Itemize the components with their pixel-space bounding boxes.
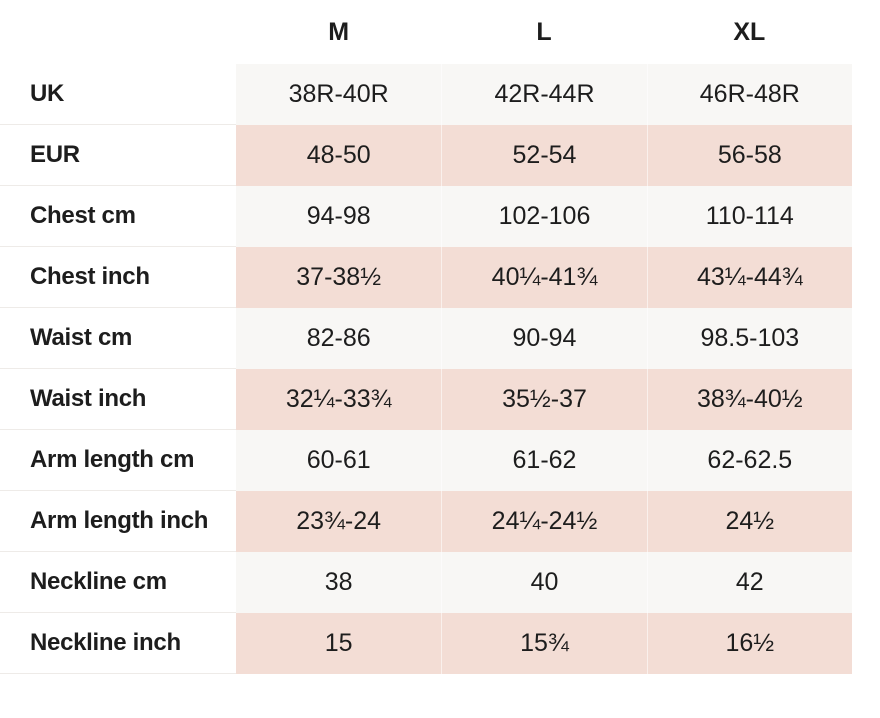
- size-value-xl: 24½: [646, 491, 852, 552]
- column-header-xl: XL: [646, 0, 852, 64]
- row-label: Arm length inch: [0, 491, 236, 552]
- row-label: Chest inch: [0, 247, 236, 308]
- size-value-m: 60-61: [236, 430, 442, 491]
- row-label: Arm length cm: [0, 430, 236, 491]
- header-corner-cell: [0, 0, 236, 64]
- row-label: UK: [0, 64, 236, 125]
- row-label: Neckline cm: [0, 552, 236, 613]
- size-value-xl: 42: [646, 552, 852, 613]
- size-chart-table: M L XL UK 38R-40R 42R-44R 46R-48R EUR 48…: [0, 0, 852, 674]
- size-value-l: 40: [441, 552, 647, 613]
- row-label: Neckline inch: [0, 613, 236, 674]
- size-value-l: 40¼-41¾: [441, 247, 647, 308]
- row-label: Waist inch: [0, 369, 236, 430]
- table-row-waist-inch: Waist inch 32¼-33¾ 35½-37 38¾-40½: [0, 369, 852, 430]
- size-value-l: 42R-44R: [441, 64, 647, 125]
- size-value-xl: 16½: [646, 613, 852, 674]
- table-row-arm-length-inch: Arm length inch 23¾-24 24¼-24½ 24½: [0, 491, 852, 552]
- size-value-xl: 110-114: [646, 186, 852, 247]
- size-value-xl: 56-58: [646, 125, 852, 186]
- size-value-m: 37-38½: [236, 247, 442, 308]
- size-value-m: 82-86: [236, 308, 442, 369]
- size-value-xl: 38¾-40½: [646, 369, 852, 430]
- size-value-m: 38: [236, 552, 442, 613]
- size-value-l: 52-54: [441, 125, 647, 186]
- size-value-m: 32¼-33¾: [236, 369, 442, 430]
- table-row-neckline-inch: Neckline inch 15 15¾ 16½: [0, 613, 852, 674]
- row-label: Waist cm: [0, 308, 236, 369]
- header-row: M L XL: [0, 0, 852, 64]
- size-value-m: 23¾-24: [236, 491, 442, 552]
- size-value-l: 35½-37: [441, 369, 647, 430]
- size-value-xl: 62-62.5: [646, 430, 852, 491]
- size-value-l: 24¼-24½: [441, 491, 647, 552]
- table-row-uk: UK 38R-40R 42R-44R 46R-48R: [0, 64, 852, 125]
- column-header-l: L: [441, 0, 647, 64]
- table-row-arm-length-cm: Arm length cm 60-61 61-62 62-62.5: [0, 430, 852, 491]
- size-value-l: 90-94: [441, 308, 647, 369]
- column-header-m: M: [236, 0, 442, 64]
- table-row-neckline-cm: Neckline cm 38 40 42: [0, 552, 852, 613]
- row-label: EUR: [0, 125, 236, 186]
- row-label: Chest cm: [0, 186, 236, 247]
- table-row-waist-cm: Waist cm 82-86 90-94 98.5-103: [0, 308, 852, 369]
- size-value-m: 15: [236, 613, 442, 674]
- size-value-xl: 98.5-103: [646, 308, 852, 369]
- table-row-chest-inch: Chest inch 37-38½ 40¼-41¾ 43¼-44¾: [0, 247, 852, 308]
- size-value-l: 61-62: [441, 430, 647, 491]
- size-value-xl: 46R-48R: [646, 64, 852, 125]
- size-value-l: 15¾: [441, 613, 647, 674]
- table-row-eur: EUR 48-50 52-54 56-58: [0, 125, 852, 186]
- size-value-l: 102-106: [441, 186, 647, 247]
- size-value-m: 38R-40R: [236, 64, 442, 125]
- size-value-m: 94-98: [236, 186, 442, 247]
- table-row-chest-cm: Chest cm 94-98 102-106 110-114: [0, 186, 852, 247]
- size-value-xl: 43¼-44¾: [646, 247, 852, 308]
- size-value-m: 48-50: [236, 125, 442, 186]
